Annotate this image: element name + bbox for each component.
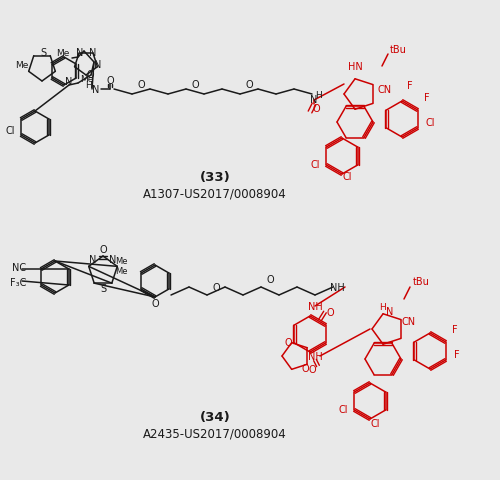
Text: O: O bbox=[191, 79, 199, 89]
Text: O: O bbox=[302, 363, 309, 373]
Text: NH: NH bbox=[308, 301, 322, 312]
Text: Cl: Cl bbox=[338, 404, 348, 414]
Text: F₃C: F₃C bbox=[10, 277, 26, 288]
Text: O: O bbox=[284, 337, 292, 347]
Text: N: N bbox=[90, 48, 96, 58]
Text: O: O bbox=[312, 104, 320, 114]
Text: O: O bbox=[266, 275, 274, 285]
Text: N: N bbox=[94, 60, 102, 70]
Text: Me: Me bbox=[115, 267, 127, 276]
Text: Me: Me bbox=[80, 74, 94, 84]
Text: N: N bbox=[110, 254, 116, 264]
Text: N: N bbox=[90, 254, 96, 264]
Text: A1307-US2017/0008904: A1307-US2017/0008904 bbox=[143, 187, 287, 200]
Text: CN: CN bbox=[378, 85, 392, 95]
Text: Me: Me bbox=[56, 48, 70, 58]
Text: O: O bbox=[245, 79, 253, 89]
Text: N: N bbox=[66, 77, 72, 87]
Text: NH: NH bbox=[330, 282, 344, 292]
Text: F: F bbox=[424, 93, 430, 103]
Text: Cl: Cl bbox=[342, 172, 352, 181]
Text: Cl: Cl bbox=[310, 160, 320, 169]
Text: NH: NH bbox=[308, 351, 322, 361]
Text: Me: Me bbox=[115, 257, 127, 266]
Text: tBu: tBu bbox=[413, 276, 430, 287]
Text: O: O bbox=[86, 70, 94, 80]
Text: O: O bbox=[151, 299, 159, 308]
Text: (33): (33) bbox=[200, 171, 230, 184]
Text: O: O bbox=[106, 76, 114, 86]
Text: (34): (34) bbox=[200, 411, 230, 424]
Text: N: N bbox=[76, 48, 84, 58]
Text: CN: CN bbox=[402, 316, 416, 326]
Text: HN: HN bbox=[348, 62, 362, 72]
Text: Cl: Cl bbox=[426, 118, 436, 128]
Text: O: O bbox=[212, 282, 220, 292]
Text: Cl: Cl bbox=[370, 418, 380, 428]
Text: NC: NC bbox=[12, 263, 26, 273]
Text: N: N bbox=[310, 95, 318, 105]
Text: F: F bbox=[454, 349, 460, 359]
Text: S: S bbox=[40, 48, 46, 58]
Text: O: O bbox=[308, 364, 316, 374]
Text: Cl: Cl bbox=[6, 126, 15, 136]
Text: H: H bbox=[86, 80, 92, 89]
Text: F: F bbox=[452, 324, 458, 334]
Text: N: N bbox=[92, 85, 100, 95]
Text: tBu: tBu bbox=[390, 45, 407, 55]
Text: A2435-US2017/0008904: A2435-US2017/0008904 bbox=[143, 427, 287, 440]
Text: N: N bbox=[386, 306, 394, 316]
Text: O: O bbox=[137, 79, 145, 89]
Text: H: H bbox=[314, 90, 322, 99]
Text: F: F bbox=[407, 81, 413, 91]
Text: H: H bbox=[378, 303, 386, 312]
Text: O: O bbox=[99, 244, 107, 254]
Text: Me: Me bbox=[14, 61, 28, 71]
Text: O: O bbox=[326, 307, 334, 317]
Text: S: S bbox=[100, 283, 106, 293]
